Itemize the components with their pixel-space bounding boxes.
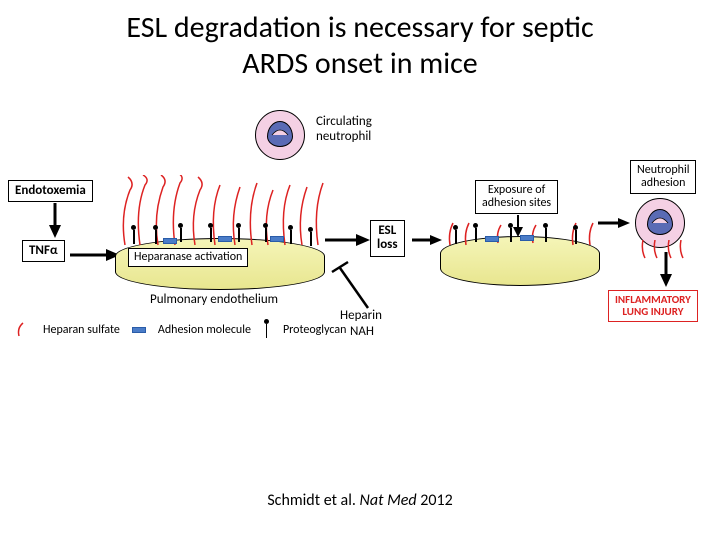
proteoglycan-icon — [310, 232, 312, 246]
proteoglycan-legend-icon — [263, 322, 271, 338]
legend-proteoglycan: Proteoglycan — [283, 323, 346, 337]
nucleus-cleft-icon — [270, 127, 290, 139]
proteoglycan-icon — [265, 228, 267, 242]
adhesion-molecule-icon — [270, 236, 284, 242]
arrow-endotox-tnf — [45, 203, 65, 238]
heparan-strands-left — [110, 175, 335, 255]
heparin-label: Heparin — [340, 308, 382, 323]
citation-authors: Schmidt et al. — [267, 491, 356, 510]
proteoglycan-icon — [455, 230, 457, 244]
citation-journal: Nat Med — [360, 491, 417, 510]
proteoglycan-icon — [575, 230, 577, 244]
slide-title: ESL degradation is necessary for septic … — [0, 10, 720, 82]
nucleus-cleft-icon — [650, 215, 670, 227]
arrow-to-injury — [656, 252, 676, 287]
adhesion-molecule-icon — [485, 236, 499, 242]
injury-box: INFLAMMATORY LUNG INJURY — [608, 290, 698, 322]
circ-neutrophil-label: Circulating neutrophil — [316, 114, 372, 144]
heparanase-box: Heparanase activation — [128, 248, 248, 267]
esl-loss-box: ESL loss — [370, 220, 405, 257]
diagram-area: Endotoxemia TNFα Circulating neutrophil — [0, 120, 720, 440]
inhibitor-arrow — [328, 260, 378, 310]
proteoglycan-icon — [238, 228, 240, 242]
proteoglycan-icon — [133, 230, 135, 244]
adhesion-molecule-icon — [132, 327, 146, 333]
proteoglycan-icon — [475, 228, 477, 242]
legend-heparan: Heparan sulfate — [43, 323, 120, 337]
adhesion-molecule-icon — [218, 236, 232, 242]
proteoglycan-icon — [180, 228, 182, 242]
citation-year: 2012 — [420, 491, 452, 510]
endotoxemia-box: Endotoxemia — [8, 180, 93, 202]
tnfa-box: TNFα — [22, 240, 65, 262]
nah-label: NAH — [350, 324, 374, 339]
title-line2: ARDS onset in mice — [242, 45, 477, 82]
proteoglycan-icon — [155, 230, 157, 244]
arrow-to-esl-loss — [325, 228, 370, 253]
adhesion-molecule-icon — [163, 238, 177, 244]
legend: Heparan sulfate Adhesion molecule Proteo… — [15, 322, 346, 338]
arrow-exposure-down — [510, 215, 526, 237]
proteoglycan-icon — [210, 228, 212, 242]
pulm-endo-label: Pulmonary endothelium — [150, 292, 278, 307]
title-line1: ESL degradation is necessary for septic — [126, 9, 593, 46]
heparan-sulfate-icon — [15, 322, 31, 338]
proteoglycan-icon — [290, 230, 292, 244]
neutrophil-adhesion-box: Neutrophil adhesion — [630, 160, 696, 194]
circulating-neutrophil — [255, 110, 305, 160]
citation: Schmidt et al. Nat Med 2012 — [0, 491, 720, 510]
proteoglycan-icon — [545, 228, 547, 242]
exposure-box: Exposure of adhesion sites — [475, 180, 558, 214]
legend-adhesion: Adhesion molecule — [158, 323, 251, 337]
arrow-to-adhesion-box — [598, 213, 630, 233]
